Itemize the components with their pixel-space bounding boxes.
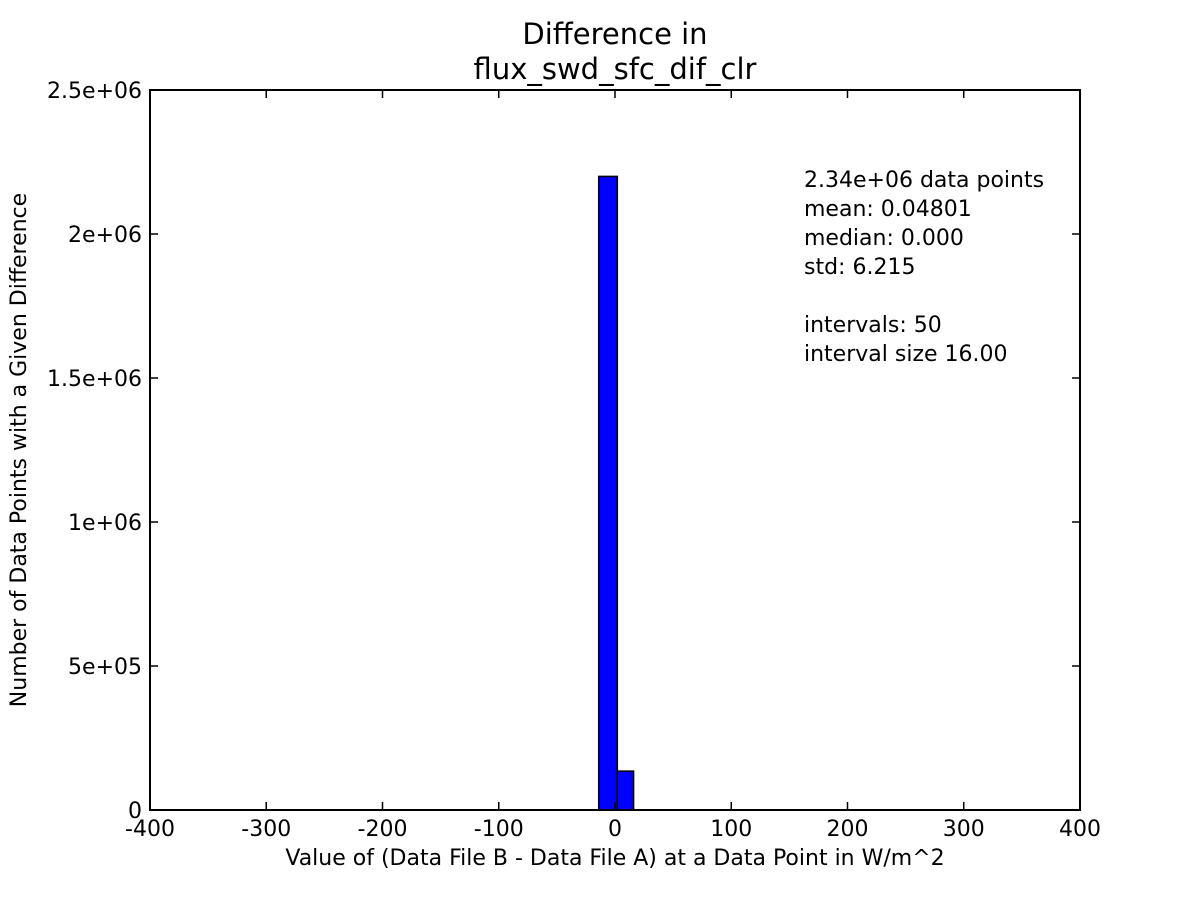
x-tick-label-3: -100 (474, 817, 524, 842)
histogram-bar-1 (616, 770, 635, 811)
stats-line-5: intervals: 50 (804, 313, 942, 338)
chart-title-line2: flux_swd_sfc_dif_clr (474, 52, 757, 86)
stats-line-0: 2.34e+06 data points (804, 168, 1044, 193)
y-axis-label: Number of Data Points with a Given Diffe… (7, 193, 32, 707)
chart-title-line1: Difference in (522, 17, 707, 51)
x-tick-label-7: 300 (943, 817, 985, 842)
histogram-bars (597, 175, 635, 811)
stats-line-2: median: 0.000 (804, 226, 964, 251)
y-tick-label-1: 5e+05 (68, 655, 142, 680)
x-tick-label-2: -200 (358, 817, 408, 842)
y-tick-label-2: 1e+06 (68, 511, 142, 536)
axis-ticks: -400 -300 -200 -100 0 100 200 300 400 0 5e+05 1e+06… (47, 79, 1101, 842)
stats-line-1: mean: 0.04801 (804, 197, 972, 222)
x-axis-label: Value of (Data File B - Data File A) at … (285, 846, 944, 871)
x-tick-label-4: 0 (608, 817, 622, 842)
y-tick-label-3: 1.5e+06 (47, 367, 142, 392)
x-tick-label-1: -300 (241, 817, 291, 842)
x-tick-label-8: 400 (1059, 817, 1101, 842)
x-tick-label-6: 200 (827, 817, 869, 842)
stats-line-6: interval size 16.00 (804, 342, 1008, 367)
x-tick-label-5: 100 (710, 817, 752, 842)
plot-frame (149, 89, 1081, 811)
histogram-bar-0 (597, 175, 619, 811)
stats-annotation: 2.34e+06 data points mean: 0.04801 median:… (804, 168, 1044, 367)
stats-line-3: std: 6.215 (804, 255, 915, 280)
y-tick-label-0: 0 (128, 799, 142, 824)
y-tick-label-5: 2.5e+06 (47, 79, 142, 104)
y-tick-label-4: 2e+06 (68, 223, 142, 248)
x-tick-label-0: -400 (125, 817, 175, 842)
